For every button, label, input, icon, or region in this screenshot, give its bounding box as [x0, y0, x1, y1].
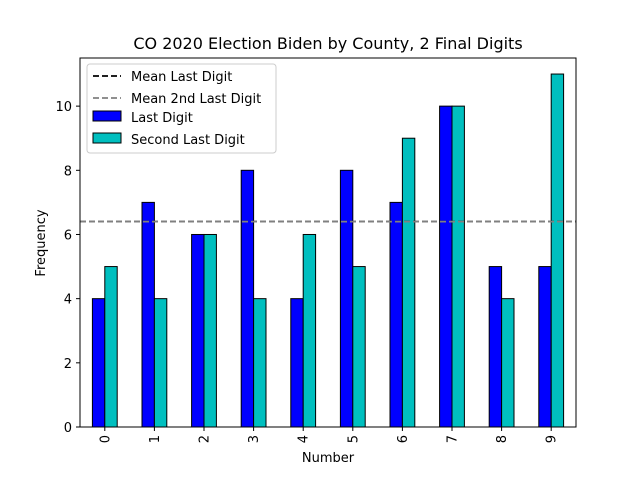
- bar-last-digit-0: [91, 298, 106, 428]
- bar-last-digit-6: [389, 201, 403, 428]
- bar-last-digit-4: [290, 298, 304, 428]
- bar-second-last-digit-6: [401, 137, 416, 428]
- y-tick-label: 10: [55, 100, 72, 115]
- legend-label-second-last-digit: Second Last Digit: [131, 133, 245, 148]
- bar-last-digit-8: [488, 266, 503, 428]
- x-axis-title: Number: [302, 451, 355, 466]
- x-tick-label: 6: [396, 435, 411, 443]
- bar-second-last-digit-9: [550, 73, 565, 428]
- y-tick-label: 6: [64, 228, 72, 243]
- bars-layer: [91, 73, 565, 428]
- bar-last-digit-7: [439, 105, 453, 428]
- y-tick-label: 4: [64, 293, 72, 308]
- legend: Mean Last Digit Mean 2nd Last Digit Last…: [86, 63, 277, 154]
- legend-label-mean-last-digit: Mean Last Digit: [131, 70, 232, 85]
- bar-second-last-digit-2: [203, 233, 217, 428]
- x-tick-label: 3: [247, 435, 262, 443]
- bar-last-digit-5: [339, 169, 354, 428]
- x-tick-label: 7: [446, 435, 461, 443]
- bar-second-last-digit-3: [253, 298, 267, 428]
- x-tick-label: 1: [148, 435, 163, 443]
- bar-second-last-digit-5: [352, 266, 366, 428]
- x-tick-label: 0: [98, 435, 113, 443]
- x-tick-label: 2: [198, 435, 213, 443]
- bar-second-last-digit-8: [501, 298, 515, 428]
- bar-second-last-digit-7: [451, 105, 465, 428]
- x-tick-label: 9: [545, 435, 560, 443]
- legend-label-last-digit: Last Digit: [131, 111, 193, 126]
- x-tick-label: 4: [297, 435, 312, 443]
- axes-layer: 0 2 4 6 8 10 0 1 2 3 4 5 6 7 8 9: [55, 57, 577, 443]
- chart-title: CO 2020 Election Biden by County, 2 Fina…: [133, 34, 522, 53]
- legend-label-mean-2nd-last-digit: Mean 2nd Last Digit: [131, 92, 261, 107]
- bar-second-last-digit-0: [104, 266, 118, 428]
- x-tick-label: 5: [346, 435, 361, 443]
- y-tick-label: 2: [64, 357, 72, 372]
- bar-last-digit-9: [538, 266, 552, 428]
- y-tick-label: 8: [64, 164, 72, 179]
- y-tick-label: 0: [64, 421, 72, 436]
- legend-swatch-last-digit: [92, 110, 122, 122]
- bar-last-digit-1: [141, 201, 155, 428]
- bar-last-digit-2: [191, 233, 205, 428]
- plot-frame: [79, 57, 577, 428]
- y-axis-title: Frequency: [34, 209, 49, 276]
- legend-swatch-second-last-digit: [92, 132, 122, 144]
- bar-last-digit-3: [240, 169, 255, 428]
- bar-second-last-digit-1: [153, 298, 168, 428]
- bar-second-last-digit-4: [302, 233, 317, 428]
- legend-frame: [86, 63, 277, 154]
- x-tick-label: 8: [495, 435, 510, 443]
